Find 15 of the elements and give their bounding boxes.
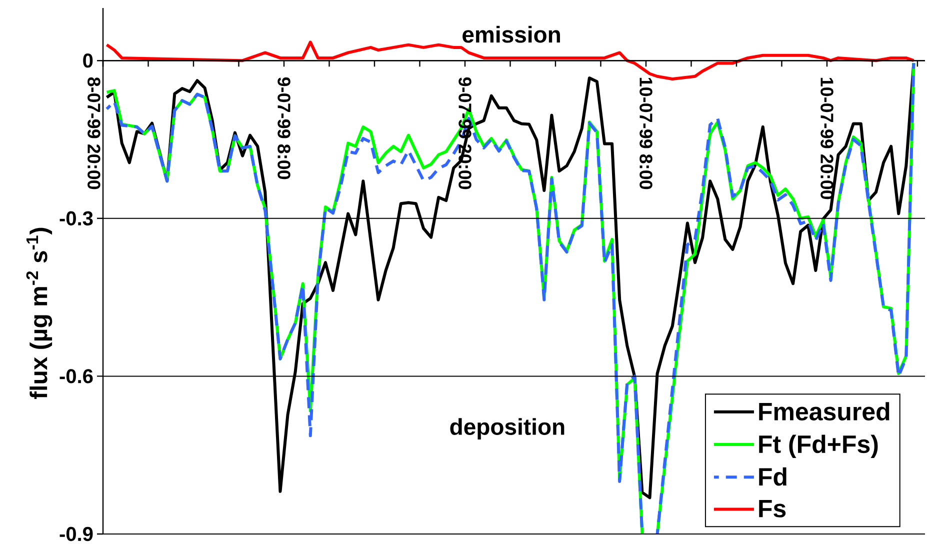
x-tick-label: 10-07-99 20:00	[820, 78, 834, 200]
y-tick-label: 0	[83, 54, 93, 68]
legend-label: Fs	[759, 500, 786, 518]
y-axis-title: flux (µg m$^{-2}$ s$^{-1}$)	[26, 228, 52, 400]
annotation: deposition	[450, 418, 564, 440]
annotation: emission	[462, 26, 560, 43]
legend-label: Ft (Fd+Fs)	[759, 434, 878, 458]
y-tick-label: -0.3	[60, 211, 93, 226]
x-tick-label: 9-07-99 8:00	[278, 77, 290, 180]
y-tick-label: -0.6	[60, 369, 93, 384]
legend-label: Fmeasured	[759, 402, 890, 420]
x-tick-label: 8-07-99 20:00	[88, 77, 100, 190]
y-tick-label: -0.9	[60, 526, 93, 542]
x-tick-label: 10-07-99 8:00	[640, 78, 652, 190]
legend-label: Fd	[759, 467, 786, 486]
